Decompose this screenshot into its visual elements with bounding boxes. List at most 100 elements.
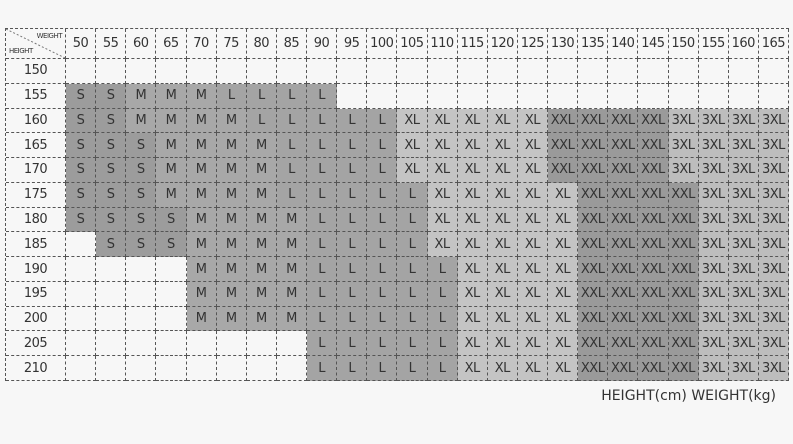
size-cell xyxy=(66,281,97,307)
height-header: 155 xyxy=(6,83,66,109)
size-cell xyxy=(156,306,187,332)
size-cell: XXL xyxy=(548,158,579,183)
size-cell: M xyxy=(216,232,247,258)
size-cell xyxy=(608,59,639,84)
size-cell: 3XL xyxy=(758,158,789,183)
weight-label: WEIGHT xyxy=(36,32,63,40)
size-cell: XXL xyxy=(548,108,579,134)
size-cell: XXL xyxy=(578,257,609,282)
size-cell xyxy=(758,83,789,109)
size-cell: M xyxy=(246,133,277,159)
size-cell xyxy=(487,83,518,109)
size-cell: XXL xyxy=(578,232,609,258)
size-cell: XXL xyxy=(638,158,669,183)
size-cell: S xyxy=(126,133,157,159)
size-cell: M xyxy=(246,207,277,233)
size-cell xyxy=(156,356,187,381)
size-cell xyxy=(246,59,277,84)
size-cell: XL xyxy=(517,232,548,258)
size-cell: XL xyxy=(487,232,518,258)
size-cell: M xyxy=(246,306,277,332)
size-cell: XXL xyxy=(608,356,639,381)
size-cell: M xyxy=(186,182,217,208)
size-cell: S xyxy=(126,158,157,183)
size-cell: 3XL xyxy=(758,306,789,332)
height-header: 200 xyxy=(6,306,66,332)
size-cell: XL xyxy=(457,108,488,134)
size-cell: XL xyxy=(457,356,488,381)
size-cell: L xyxy=(337,232,368,258)
size-cell: XXL xyxy=(608,306,639,332)
weight-header: 145 xyxy=(638,29,669,59)
size-cell: L xyxy=(307,306,338,332)
size-cell: 3XL xyxy=(758,133,789,159)
size-cell: XXL xyxy=(668,331,699,357)
size-cell xyxy=(337,59,368,84)
weight-header: 70 xyxy=(186,29,217,59)
size-cell: XL xyxy=(548,207,579,233)
size-cell: M xyxy=(276,281,307,307)
size-cell: XL xyxy=(487,281,518,307)
size-cell xyxy=(246,331,277,357)
size-cell: M xyxy=(126,83,157,109)
size-cell xyxy=(96,257,127,282)
size-cell xyxy=(126,257,157,282)
size-cell: S xyxy=(96,182,127,208)
size-cell: XXL xyxy=(578,182,609,208)
size-cell: XL xyxy=(548,281,579,307)
size-cell xyxy=(367,83,398,109)
size-cell: 3XL xyxy=(728,108,759,134)
weight-header: 125 xyxy=(517,29,548,59)
size-cell: M xyxy=(156,108,187,134)
size-cell: XL xyxy=(457,232,488,258)
size-cell: XXL xyxy=(608,232,639,258)
size-cell xyxy=(126,356,157,381)
size-cell: L xyxy=(367,356,398,381)
size-cell: S xyxy=(66,108,97,134)
size-cell xyxy=(307,59,338,84)
size-cell: XL xyxy=(548,306,579,332)
size-cell: XXL xyxy=(668,306,699,332)
size-cell xyxy=(156,257,187,282)
weight-header: 140 xyxy=(608,29,639,59)
size-cell xyxy=(397,59,428,84)
size-cell: L xyxy=(337,356,368,381)
size-cell: L xyxy=(367,207,398,233)
size-cell: S xyxy=(66,133,97,159)
size-cell: XXL xyxy=(608,182,639,208)
size-cell: XL xyxy=(457,331,488,357)
size-cell: 3XL xyxy=(698,306,729,332)
size-cell: 3XL xyxy=(698,108,729,134)
size-cell: XL xyxy=(397,133,428,159)
size-cell: 3XL xyxy=(668,158,699,183)
size-cell xyxy=(578,83,609,109)
weight-header: 80 xyxy=(246,29,277,59)
size-cell xyxy=(126,306,157,332)
size-cell xyxy=(66,232,97,258)
size-cell xyxy=(126,281,157,307)
size-cell: S xyxy=(96,108,127,134)
size-cell: 3XL xyxy=(758,281,789,307)
height-header: 185 xyxy=(6,232,66,258)
size-cell: S xyxy=(126,182,157,208)
size-cell: L xyxy=(246,83,277,109)
size-cell: L xyxy=(367,133,398,159)
height-header: 195 xyxy=(6,281,66,307)
size-cell: XL xyxy=(457,158,488,183)
height-header: 205 xyxy=(6,331,66,357)
size-cell xyxy=(758,59,789,84)
size-cell xyxy=(246,356,277,381)
size-cell: S xyxy=(126,207,157,233)
size-cell: 3XL xyxy=(758,356,789,381)
height-header: 210 xyxy=(6,356,66,381)
size-cell: XL xyxy=(548,232,579,258)
size-cell: M xyxy=(246,182,277,208)
size-cell: XL xyxy=(487,207,518,233)
size-cell xyxy=(668,59,699,84)
size-cell xyxy=(96,331,127,357)
size-cell: L xyxy=(397,281,428,307)
size-cell: XL xyxy=(427,158,458,183)
size-cell: XL xyxy=(517,133,548,159)
size-cell: 3XL xyxy=(728,281,759,307)
size-cell: L xyxy=(397,356,428,381)
